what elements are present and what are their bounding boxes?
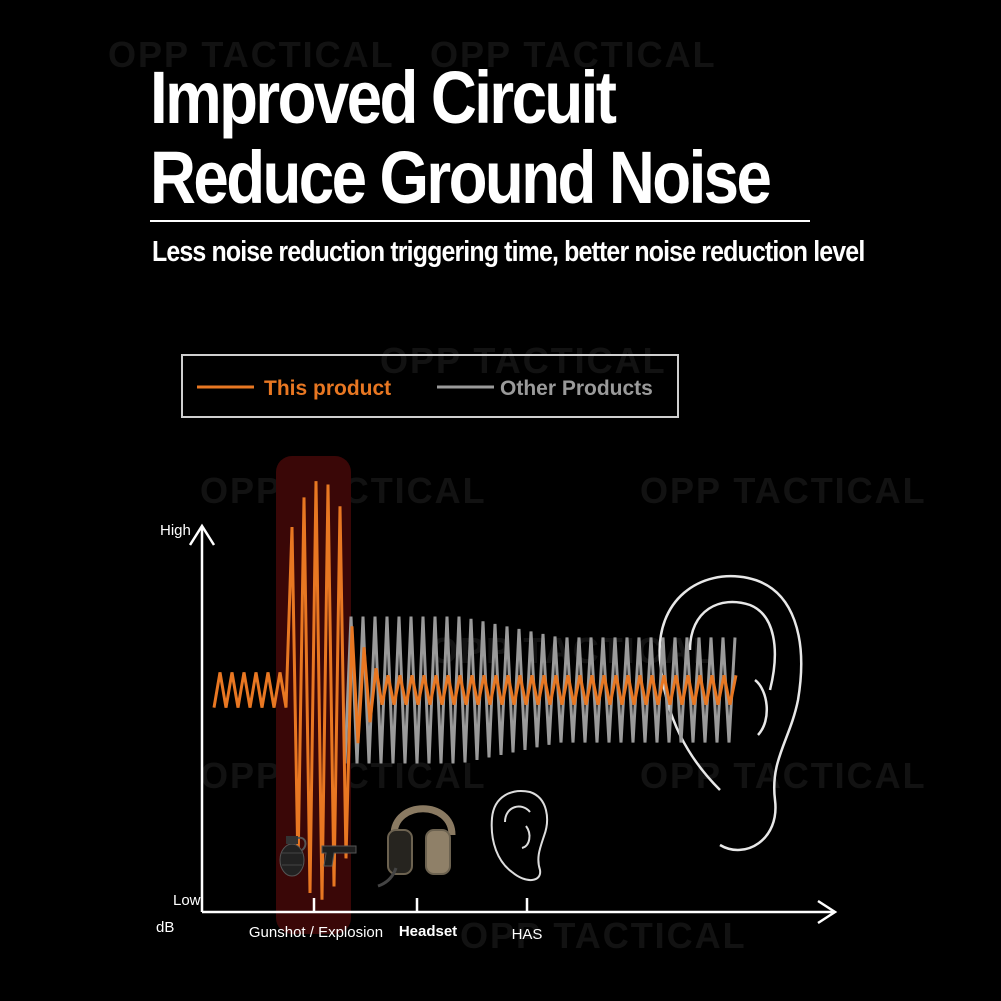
- chart-axes: [188, 523, 838, 925]
- x-tick-label-headset: Headset: [399, 923, 457, 940]
- title-line-2: Reduce Ground Noise: [150, 136, 772, 219]
- y-axis-label-high: High: [160, 522, 191, 539]
- pistol-icon: [321, 845, 357, 867]
- ear-large-icon: [658, 575, 803, 852]
- watermark-text: OPP TACTICAL: [430, 34, 717, 75]
- grenade-icon: [279, 836, 307, 877]
- watermark-text: OPP TACTICAL: [460, 915, 747, 956]
- legend-box: [181, 354, 679, 418]
- y-axis-unit: dB: [156, 919, 174, 936]
- headset-icon: [377, 805, 456, 888]
- x-tick-label-has: HAS: [512, 926, 543, 943]
- watermark-text: OPP TACTICAL: [380, 340, 667, 381]
- watermark-text: OPP TACTICAL: [640, 470, 927, 511]
- chart-legend: This product Other Products: [181, 354, 679, 418]
- title-line-1: Improved Circuit: [150, 56, 617, 139]
- watermark-text: OPP TACTICAL: [640, 755, 927, 796]
- page-title: Improved Circuit Reduce Ground Noise: [150, 56, 772, 219]
- watermark-text: OPP TACTICAL: [108, 34, 395, 75]
- x-tick-label-gunshot: Gunshot / Explosion: [249, 924, 383, 941]
- x-axis-arrow: [817, 899, 838, 925]
- page-subtitle: Less noise reduction triggering time, be…: [152, 236, 865, 268]
- title-divider: [150, 220, 810, 222]
- legend-label-this-product: This product: [264, 377, 391, 400]
- y-axis-label-low: Low: [173, 892, 201, 909]
- watermark-text: OPP TACTICAL: [430, 630, 717, 671]
- series-line-this-product: [212, 481, 738, 900]
- y-axis-arrow: [188, 523, 216, 546]
- legend-label-other-products: Other Products: [500, 377, 653, 400]
- ear-icon: [490, 790, 548, 881]
